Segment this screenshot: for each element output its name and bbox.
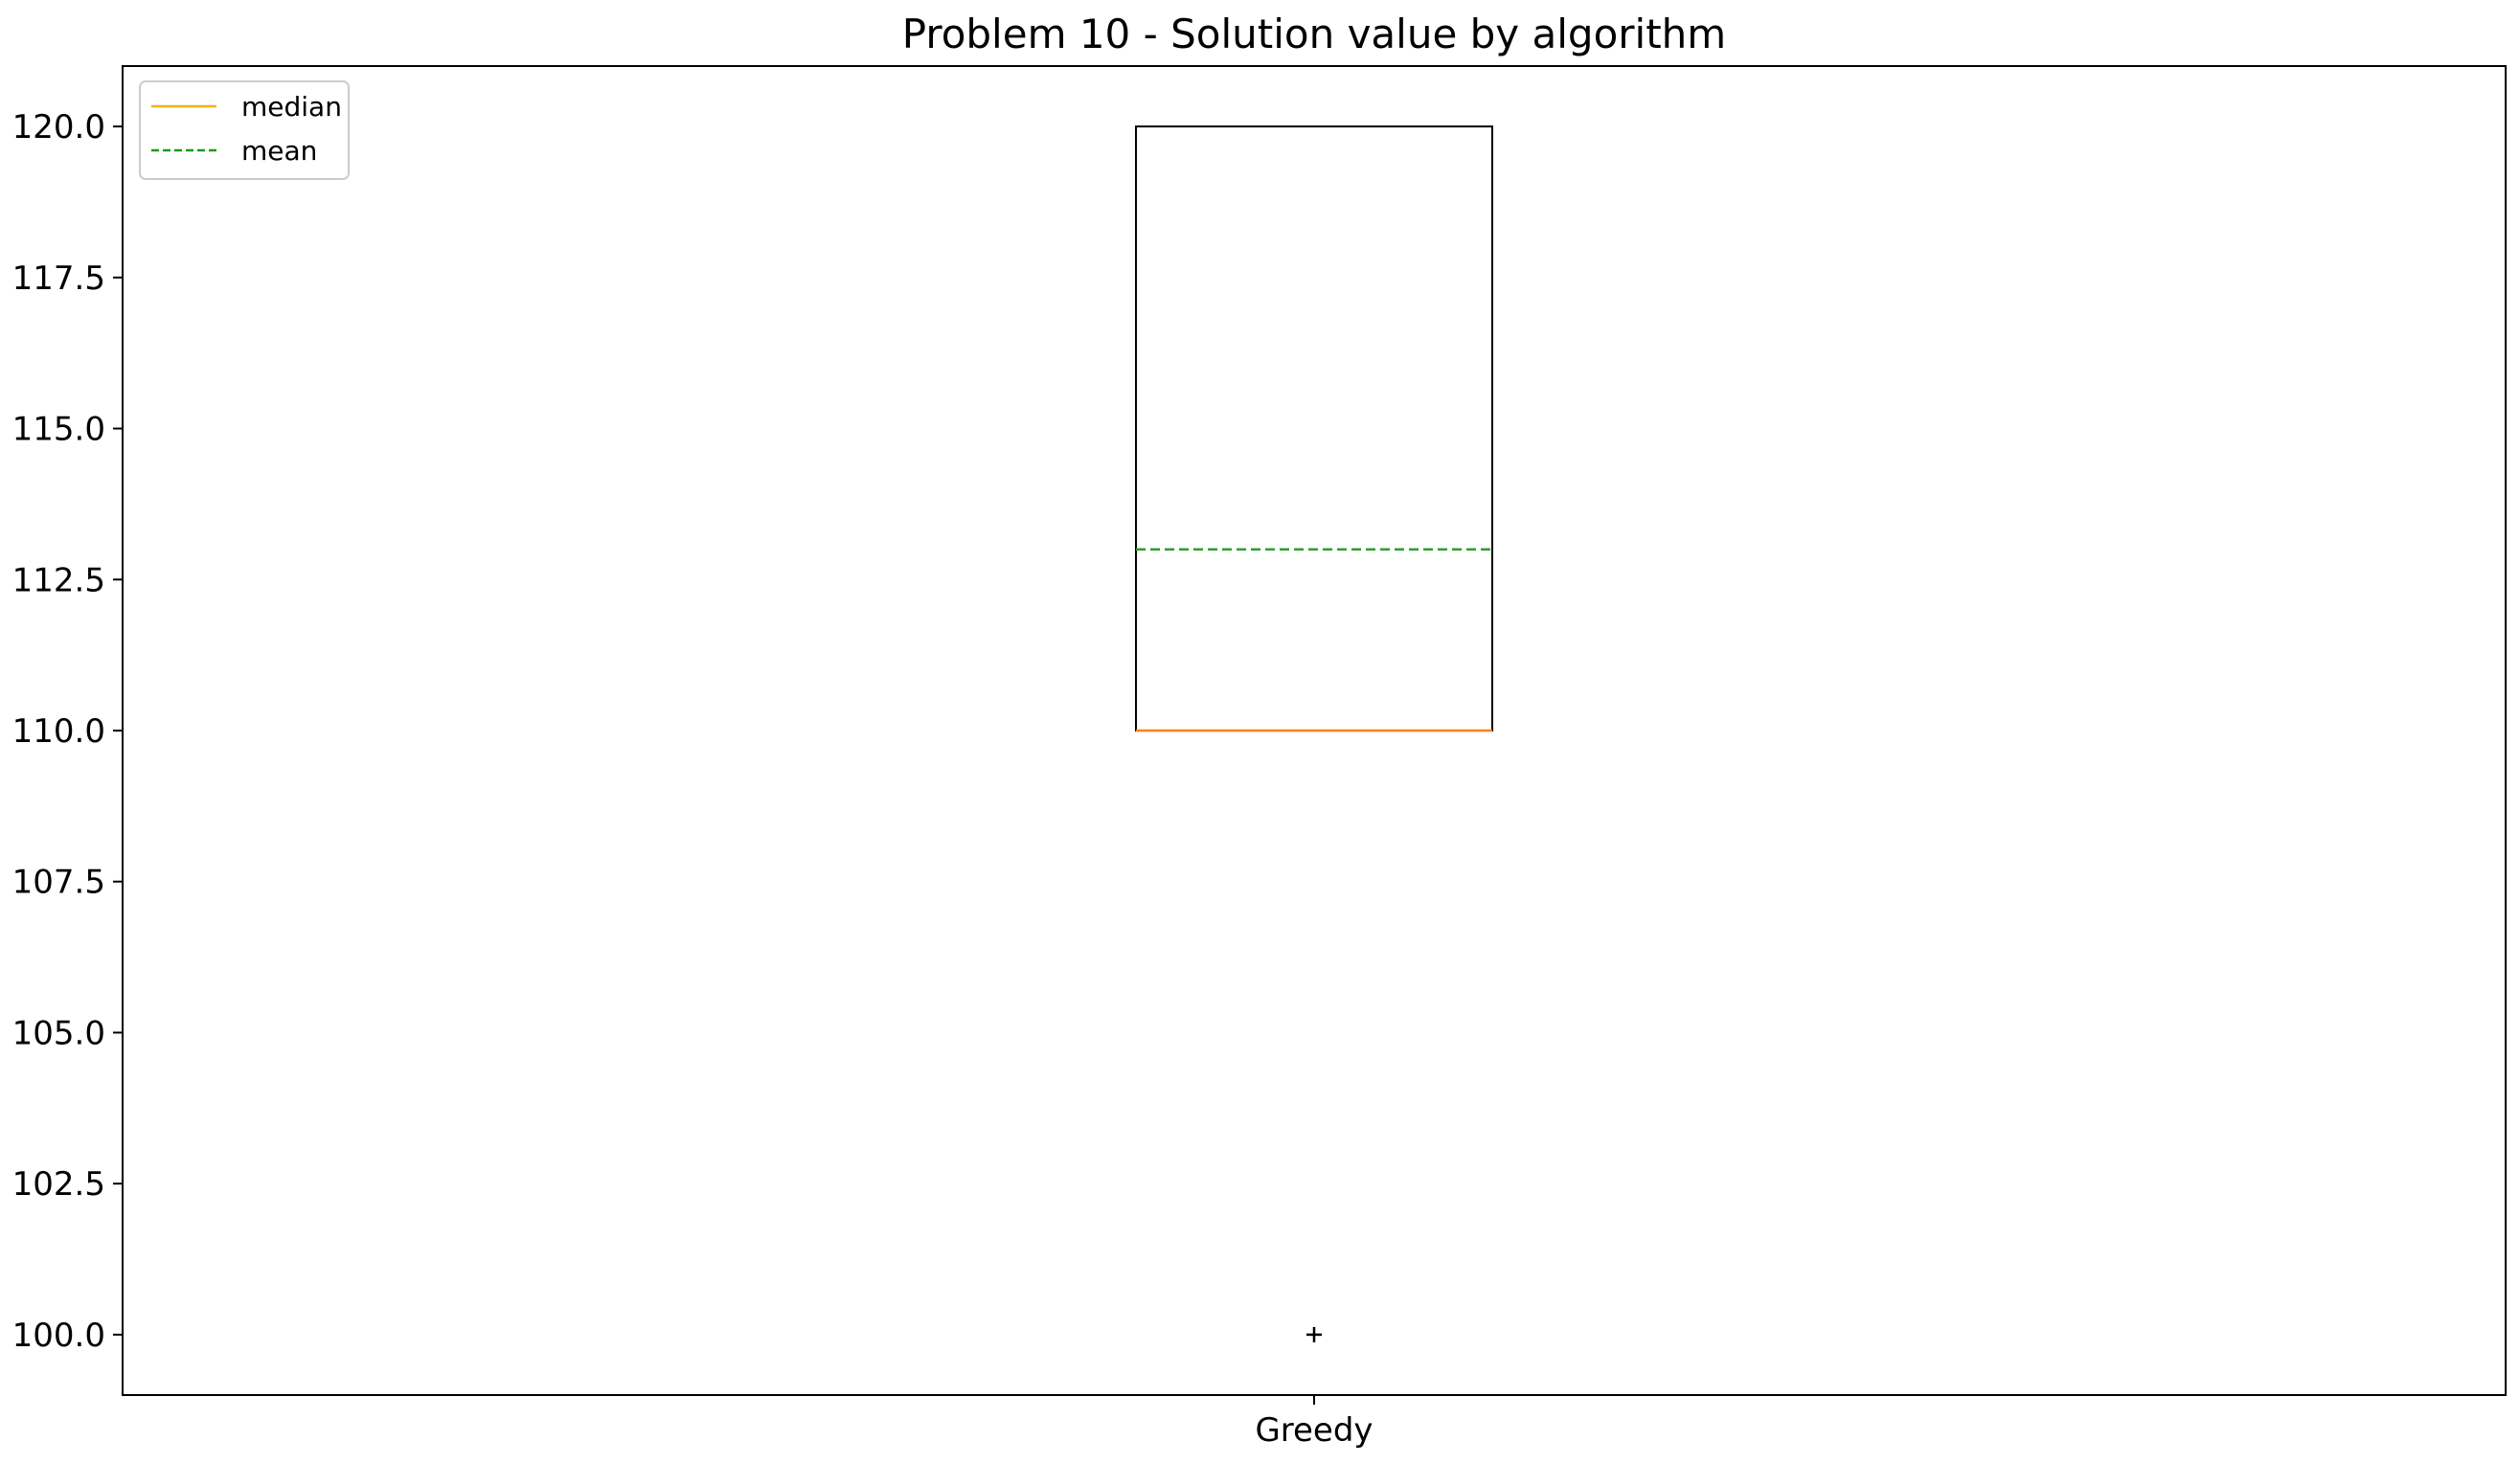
- x-tick-label: Greedy: [1255, 1411, 1373, 1450]
- legend-label-median: median: [241, 91, 342, 123]
- box-greedy: [1135, 125, 1493, 1342]
- x-axis: Greedy: [1255, 1395, 1374, 1450]
- y-tick-label: 100.0: [12, 1317, 105, 1355]
- plot-frame: [122, 65, 2507, 1396]
- y-tick-label: 112.5: [12, 561, 105, 599]
- legend-label-mean: mean: [241, 135, 317, 167]
- y-tick-label: 115.0: [12, 411, 105, 449]
- y-tick-label: 102.5: [12, 1165, 105, 1204]
- y-tick-label: 117.5: [12, 259, 105, 298]
- outlier-marker: [1306, 1326, 1322, 1342]
- chart-title: Problem 10 - Solution value by algorithm: [902, 11, 1726, 57]
- y-tick-label: 120.0: [12, 108, 105, 146]
- y-axis: 100.0 102.5 105.0 107.5 110.0 112.5 115.0 117.5…: [12, 108, 123, 1355]
- legend: median mean: [139, 80, 350, 180]
- y-tick-label: 110.0: [12, 712, 105, 751]
- y-tick-label: 107.5: [12, 864, 105, 902]
- box-plot-series: [1135, 125, 1493, 1342]
- y-tick-label: 105.0: [12, 1014, 105, 1052]
